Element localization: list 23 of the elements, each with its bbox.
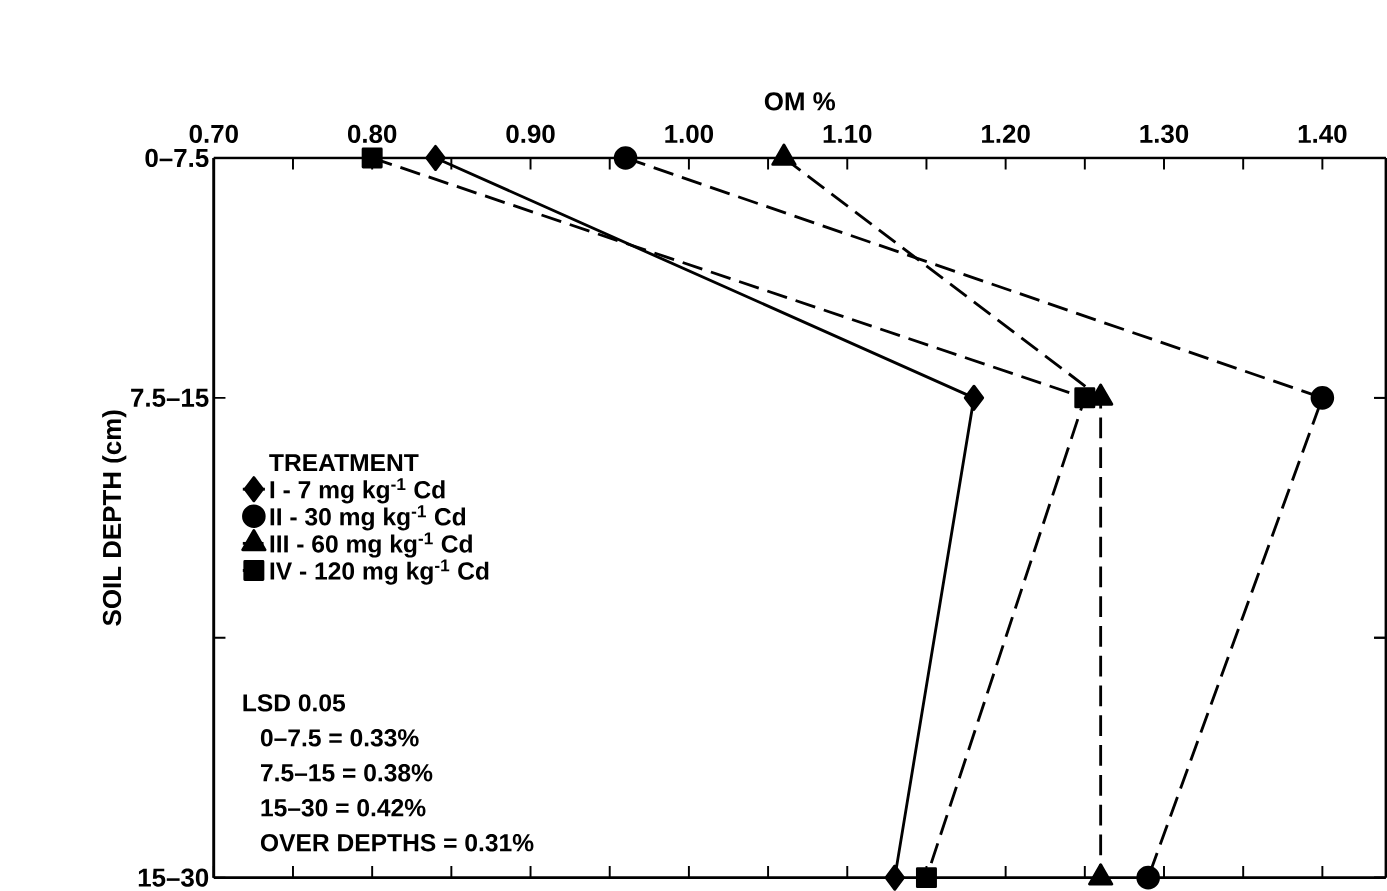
y-tick-label: 15–30 — [138, 868, 209, 887]
annotation: LSD 0.05 — [243, 694, 346, 712]
x-tick-label: 0.80 — [347, 124, 397, 143]
annotation: OVER DEPTHS = 0.31% — [260, 833, 534, 852]
x-tick-label: 1.20 — [982, 124, 1030, 143]
x-tick-label: 1.30 — [1140, 124, 1189, 143]
annotation: 0–7.5 = 0.33% — [260, 729, 419, 747]
annotation: 15–30 = 0.42% — [261, 798, 426, 817]
x-tick-label: 1.40 — [1298, 124, 1347, 143]
legend-label: III - 60 mg kg$^{-1}$ Cd — [270, 532, 472, 558]
y-axis-title: SOIL DEPTH (cm) — [102, 410, 127, 626]
legend-label: II - 30 mg kg$^{-1}$ Cd — [270, 505, 466, 531]
y-tick-label: 7.5–15 — [131, 388, 209, 407]
legend-title: TREATMENT — [269, 454, 419, 472]
x-tick-label: 1.00 — [665, 124, 714, 143]
x-tick-label: 0.70 — [189, 124, 238, 143]
legend-label: IV - 120 mg kg$^{-1}$ Cd — [270, 559, 489, 585]
x-tick-label: 0.90 — [506, 124, 555, 143]
x-tick-label: 1.10 — [823, 124, 872, 143]
legend-label: I - 7 mg kg$^{-1}$ Cd — [270, 478, 445, 504]
annotation: 7.5–15 = 0.38% — [261, 764, 433, 782]
y-tick-label: 0–7.5 — [145, 148, 209, 168]
x-axis-title: OM % — [764, 92, 836, 111]
